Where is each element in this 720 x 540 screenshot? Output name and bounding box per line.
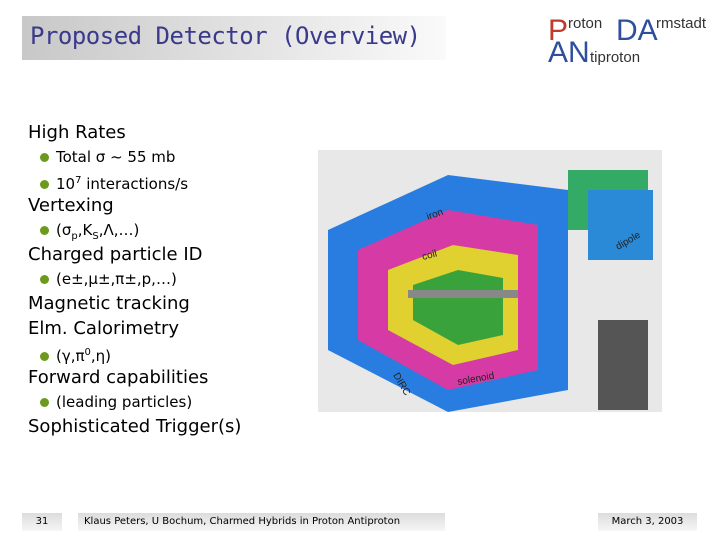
page-number: 31 — [22, 513, 62, 531]
heading: Sophisticated Trigger(s) — [28, 416, 242, 437]
logo-text: P — [548, 14, 569, 47]
heading: Charged particle ID — [28, 244, 203, 265]
logo-text: rmstadt — [656, 15, 707, 32]
shape — [413, 270, 503, 345]
heading: Elm. Calorimetry — [28, 318, 180, 339]
logo-text: AN — [548, 36, 590, 69]
text-part: (leading particles) — [56, 393, 193, 411]
logo-text: DA — [616, 14, 658, 47]
figure-label: iron — [425, 207, 444, 223]
text-part: 0 — [84, 347, 91, 358]
text-part: ,η) — [90, 347, 112, 365]
heading: Magnetic tracking — [28, 293, 190, 314]
bullet-item: (σp,KS,Λ,…) — [28, 218, 241, 242]
text-part: Total σ ~ 55 mb — [56, 148, 176, 166]
footer-date: March 3, 2003 — [598, 513, 697, 531]
bullet-item: Total σ ~ 55 mb — [28, 145, 241, 169]
text-part: 7 — [75, 175, 82, 186]
text-part: (γ,π — [56, 347, 85, 365]
bullet-item: (γ,π0,η) — [28, 341, 241, 365]
text-part: interactions/s — [81, 175, 189, 193]
text-part: ,K — [77, 221, 93, 239]
heading: Forward capabilities — [28, 367, 209, 388]
text-part: S — [92, 231, 99, 242]
title-bar: Proposed Detector (Overview) — [22, 16, 446, 60]
text-part: p — [71, 231, 78, 242]
shape — [588, 190, 653, 260]
logo: P roton DA rmstadt AN tiproton — [548, 14, 708, 68]
beam-pipe — [408, 290, 518, 298]
bullet-list: High Rates Total σ ~ 55 mb 107 interaction… — [28, 120, 241, 439]
heading: High Rates — [28, 122, 126, 143]
text-part: (e±,μ±,π±,p,…) — [56, 270, 177, 288]
bullet-item: (e±,μ±,π±,p,…) — [28, 267, 241, 291]
text-part: ,Λ,…) — [98, 221, 140, 239]
bullet-item: (leading particles) — [28, 390, 241, 414]
bullet-item: 107 interactions/s — [28, 169, 241, 193]
figure-label: coil — [421, 248, 438, 263]
logo-text: tiproton — [590, 49, 641, 66]
people — [598, 320, 648, 410]
text-part: (σ — [56, 221, 72, 239]
heading: Vertexing — [28, 195, 114, 216]
title: Proposed Detector (Overview) — [30, 22, 421, 50]
text-part: 10 — [56, 175, 76, 193]
footer-text: Klaus Peters, U Bochum, Charmed Hybrids … — [78, 513, 445, 531]
logo-text: roton — [568, 15, 603, 32]
